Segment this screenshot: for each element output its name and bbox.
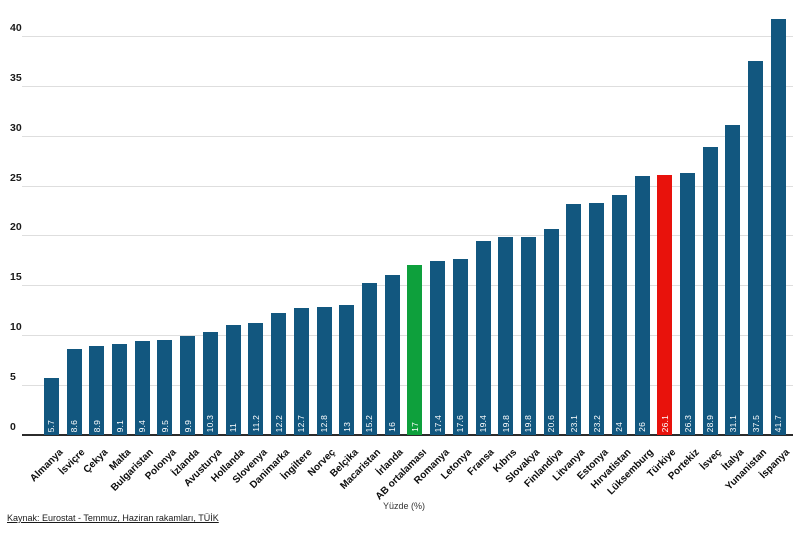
- bar-value-label: 11: [228, 422, 239, 432]
- bar-İtalya: 31.1: [725, 124, 741, 435]
- bar-Hırvatistan: 24: [611, 195, 627, 435]
- bar-value-label: 8.9: [91, 419, 102, 432]
- bar-Malta: 9.1: [112, 344, 128, 435]
- bar-value-label: 26.3: [682, 414, 693, 432]
- bar-value-label: 31.1: [727, 414, 738, 432]
- gridline: [22, 235, 793, 237]
- bar-Slovakya: 19.8: [520, 237, 536, 435]
- bar-İzlanda: 9.9: [180, 336, 196, 435]
- y-tick-label: 10: [10, 321, 22, 334]
- bar-value-label: 24: [614, 422, 625, 432]
- bar-Kıbrıs: 19.8: [498, 237, 514, 435]
- bar-Çekya: 8.9: [89, 346, 105, 435]
- bar-value-label: 17.4: [432, 414, 443, 432]
- y-tick-label: 20: [10, 221, 22, 234]
- bar-Danimarka: 12.2: [271, 313, 287, 435]
- bar-Avusturya: 10.3: [202, 332, 218, 435]
- bar-value-label: 12.2: [273, 414, 284, 432]
- bar-value-label: 11.2: [250, 415, 261, 432]
- y-tick-label: 30: [10, 121, 22, 134]
- bar-Bulgaristan: 9.4: [134, 341, 150, 435]
- bar-value-label: 19.8: [523, 414, 534, 432]
- bar-value-label: 15.2: [364, 414, 375, 432]
- x-axis-line: [22, 434, 793, 436]
- bar-Türkiye: 26.1: [657, 174, 673, 435]
- bar-Hollanda: 11: [225, 325, 241, 435]
- bar-value-label: 13: [341, 422, 352, 432]
- gridline: [22, 135, 793, 137]
- bar-Litvanya: 23.1: [566, 204, 582, 435]
- bar-İngiltere: 12.7: [293, 308, 309, 435]
- bar-Macaristan: 15.2: [361, 283, 377, 435]
- bar-Romanya: 17.4: [430, 261, 446, 435]
- bar-İsveç: 28.9: [702, 146, 718, 435]
- bar-value-label: 12.7: [296, 414, 307, 432]
- bar-Portekiz: 26.3: [680, 172, 696, 435]
- bar-value-label: 20.6: [546, 414, 557, 432]
- bar-Lüksemburg: 26: [634, 175, 650, 435]
- bar-value-label: 12.8: [319, 414, 329, 432]
- gridline: [22, 35, 793, 37]
- bar-value-label: 37.5: [750, 414, 761, 432]
- bar-value-label: 9.5: [159, 419, 170, 432]
- y-tick-label: 15: [10, 271, 22, 284]
- bar-Yunanistan: 37.5: [748, 60, 764, 435]
- bar-İsviçre: 8.6: [66, 349, 82, 435]
- bar-value-label: 41.7: [773, 414, 784, 432]
- bar-Norveç: 12.8: [316, 307, 332, 435]
- bar-value-label: 28.9: [705, 414, 716, 432]
- bar-category-label: Çekya: [81, 447, 111, 476]
- bar-Polonya: 9.5: [157, 340, 173, 435]
- bar-Estonya: 23.2: [589, 203, 605, 435]
- bar-Finlandiya: 20.6: [543, 229, 559, 435]
- y-tick-label: 25: [10, 171, 22, 184]
- bar-value-label: 23.2: [591, 414, 602, 432]
- bar-value-label: 26: [637, 422, 648, 432]
- bar-value-label: 9.4: [137, 419, 148, 432]
- bar-value-label: 9.9: [182, 419, 193, 432]
- bar-value-label: 17.6: [455, 414, 466, 432]
- bar-value-label: 9.1: [114, 419, 125, 432]
- bar-value-label: 19.4: [478, 414, 489, 432]
- y-tick-label: 0: [10, 421, 16, 433]
- bar-AB ortalaması: 17: [407, 265, 423, 435]
- bar-Belçika: 13: [339, 305, 355, 435]
- bar-value-label: 5.7: [46, 419, 57, 432]
- bar-Slovenya: 11.2: [248, 323, 264, 435]
- gridline: [22, 185, 793, 187]
- bar-value-label: 8.6: [69, 419, 80, 432]
- bar-value-label: 19.8: [500, 414, 511, 432]
- source-link[interactable]: Kaynak: Eurostat - Temmuz, Haziran rakam…: [7, 513, 219, 523]
- bar-Letonya: 17.6: [452, 259, 468, 435]
- bar-value-label: 23.1: [568, 414, 579, 432]
- x-axis-title: Yüzde (%): [382, 501, 426, 511]
- bar-İrlanda: 16: [384, 275, 400, 435]
- bar-value-label: 10.3: [205, 414, 216, 432]
- bar-İspanya: 41.7: [770, 18, 786, 435]
- bar-value-label: 16: [387, 422, 398, 432]
- bar-Almanya: 5.7: [43, 378, 59, 435]
- y-tick-label: 5: [10, 371, 16, 384]
- bar-value-label: 17: [409, 422, 420, 432]
- y-tick-label: 40: [10, 21, 22, 34]
- gridline: [22, 85, 793, 87]
- bar-value-label: 26.1: [659, 414, 670, 432]
- bar-Fransa: 19.4: [475, 241, 491, 435]
- y-tick-label: 35: [10, 71, 22, 84]
- bar-category-label: İsveç: [698, 447, 725, 473]
